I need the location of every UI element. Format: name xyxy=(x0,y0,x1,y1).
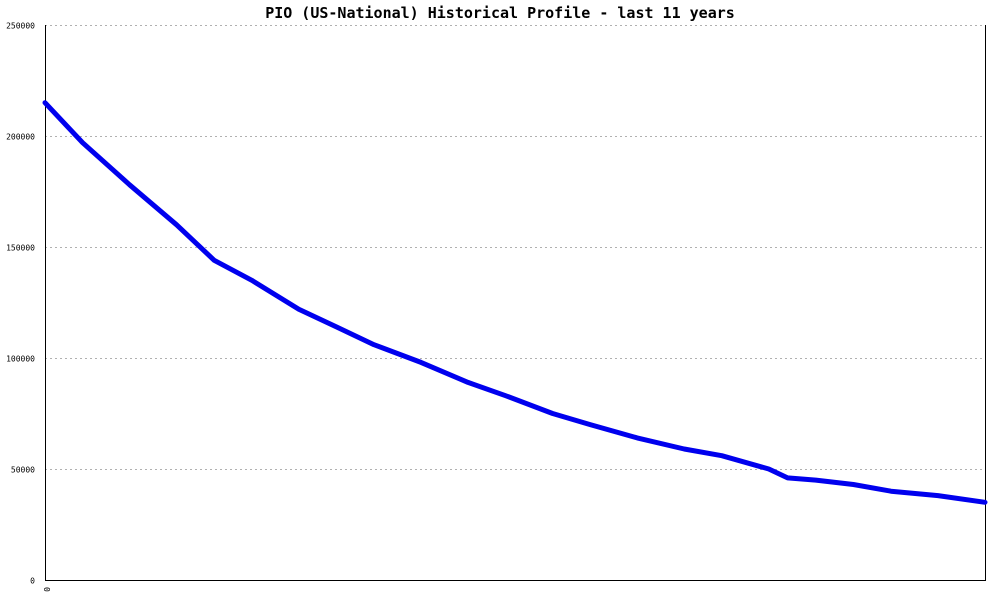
y-tick-label: 250000 xyxy=(6,22,35,31)
chart-title: PIO (US-National) Historical Profile - l… xyxy=(265,4,735,22)
series-layer xyxy=(42,100,988,505)
y-tick-label: 0 xyxy=(30,577,35,586)
x-tick-label: 0 xyxy=(42,587,51,592)
y-tick-label: 50000 xyxy=(11,466,35,475)
series-line xyxy=(42,100,988,505)
y-tick-labels: 0 50000 100000 150000 200000 250000 xyxy=(6,22,35,586)
y-tick-label: 150000 xyxy=(6,244,35,253)
grid-layer xyxy=(45,25,985,470)
y-tick-label: 100000 xyxy=(6,355,35,364)
x-tick-labels: 0 xyxy=(42,587,51,592)
y-tick-label: 200000 xyxy=(6,133,35,142)
